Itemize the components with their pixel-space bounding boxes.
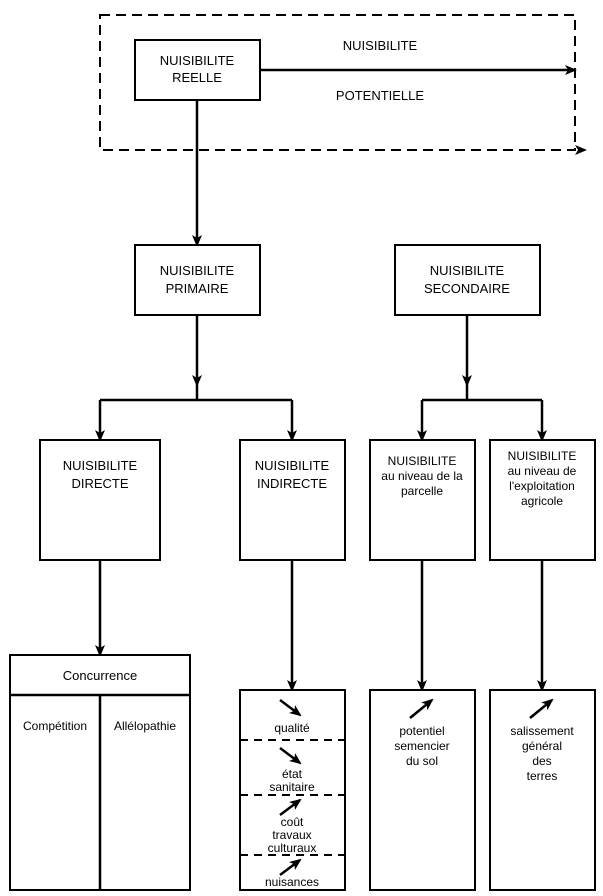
parcelle-l3: parcelle — [401, 484, 443, 498]
indir-cout3: culturaux — [268, 841, 317, 855]
expl-l2: général — [522, 739, 562, 753]
parcelle-l1: NUISIBILITE — [388, 454, 457, 468]
pot-l2: POTENTIELLE — [336, 88, 424, 103]
directe-l2: DIRECTE — [71, 476, 128, 491]
exploit-l4: agricole — [521, 494, 563, 508]
col-exploit — [490, 690, 595, 890]
primaire-l2: PRIMAIRE — [166, 281, 229, 296]
allelopathie-label: Allélopathie — [114, 719, 176, 733]
indirecte-l2: INDIRECTE — [257, 476, 327, 491]
reelle-l1: NUISIBILITE — [160, 53, 235, 68]
dashed-right-arrowhead — [575, 145, 587, 155]
indir-etat2: sanitaire — [269, 780, 315, 794]
secondaire-l1: NUISIBILITE — [430, 263, 505, 278]
parcelle-l2: au niveau de la — [381, 469, 463, 483]
indir-qualite: qualité — [274, 721, 310, 735]
expl-l3: des — [532, 754, 551, 768]
concurrence-label: Concurrence — [63, 668, 137, 683]
exploit-l2: au niveau de — [508, 464, 577, 478]
exploit-l1: NUISIBILITE — [508, 449, 577, 463]
indir-cout2: travaux — [272, 828, 311, 842]
indir-cout1: coût — [281, 815, 304, 829]
secondaire-l2: SECONDAIRE — [424, 281, 510, 296]
exploit-l3: l'exploitation — [509, 479, 575, 493]
directe-l1: NUISIBILITE — [63, 458, 138, 473]
parc-l1: potentiel — [399, 724, 444, 738]
indir-etat1: état — [282, 767, 303, 781]
parc-l2: semencier — [394, 739, 449, 753]
reelle-l2: REELLE — [172, 70, 222, 85]
node-secondaire — [395, 245, 540, 315]
indir-nuis: nuisances — [265, 875, 319, 889]
node-primaire — [135, 245, 260, 315]
pot-l1: NUISIBILITE — [343, 38, 418, 53]
parc-l3: du sol — [406, 754, 438, 768]
expl-l1: salissement — [510, 724, 574, 738]
competition-label: Compétition — [23, 719, 87, 733]
primaire-l1: NUISIBILITE — [160, 263, 235, 278]
indirecte-l1: NUISIBILITE — [255, 458, 330, 473]
col-parcelle — [370, 690, 475, 890]
expl-l4: terres — [527, 769, 558, 783]
